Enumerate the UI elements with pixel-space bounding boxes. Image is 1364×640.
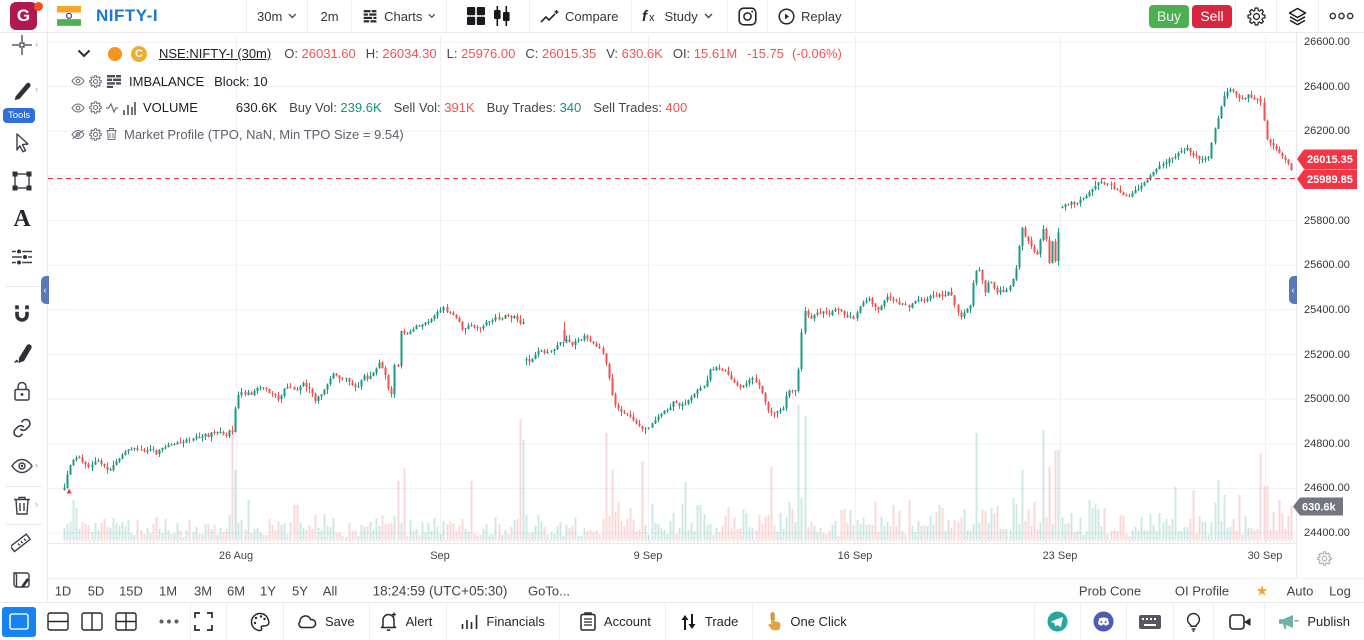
svg-text:Sep: Sep [430, 550, 450, 562]
svg-text:9 Sep: 9 Sep [634, 550, 663, 562]
svg-text:23 Sep: 23 Sep [1043, 550, 1078, 562]
svg-text:16 Sep: 16 Sep [838, 550, 873, 562]
svg-text:26 Aug: 26 Aug [219, 550, 253, 562]
svg-text:30 Sep: 30 Sep [1248, 550, 1283, 562]
svg-text:630.6k: 630.6k [1302, 502, 1337, 514]
svg-text:25989.85: 25989.85 [1307, 174, 1353, 186]
svg-text:26015.35: 26015.35 [1307, 154, 1353, 166]
